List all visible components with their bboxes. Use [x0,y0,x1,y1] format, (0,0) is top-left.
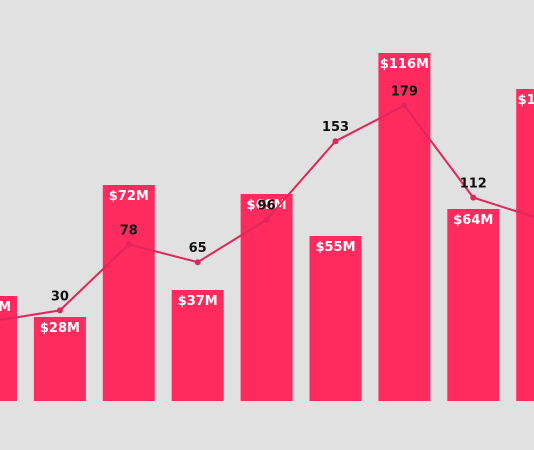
bar-label-series: $35M$28M$72M$37M$69M$55M$116M$64M$104M [0,57,534,336]
line-point [125,241,132,248]
bar-value-label: $55M [315,240,355,255]
line-series: 30 78 65 96 153 179 112 [0,84,534,321]
bar-value-label: $37M [178,294,218,309]
line-value-label: 112 [460,177,487,192]
bar [378,53,431,401]
bar-value-label: $116M [380,57,429,72]
bar-value-label: $28M [40,321,80,336]
bar [0,296,17,401]
bar [33,317,86,401]
line-point [194,259,201,266]
bar [240,194,293,401]
bar-value-label: $64M [453,213,493,228]
line-value-label: 65 [189,241,207,256]
line-value-label: 153 [322,120,349,135]
line-point [332,138,339,145]
bar [102,185,155,401]
line-value-label: 96 [258,199,276,214]
line-point [56,307,63,314]
line-value-label: 179 [391,84,418,99]
bar [516,89,534,401]
bar-value-label: $72M [109,189,149,204]
line-point [470,194,477,201]
bar-value-label: $35M [0,300,11,315]
bar [447,209,500,401]
line-point [263,216,270,223]
line-value-label: 78 [120,223,138,238]
line-value-label: 30 [51,289,69,304]
bar-series [0,53,534,401]
line-point [401,102,408,109]
bar-value-label: $104M [518,93,534,108]
bar [309,236,362,401]
bar [171,290,224,401]
